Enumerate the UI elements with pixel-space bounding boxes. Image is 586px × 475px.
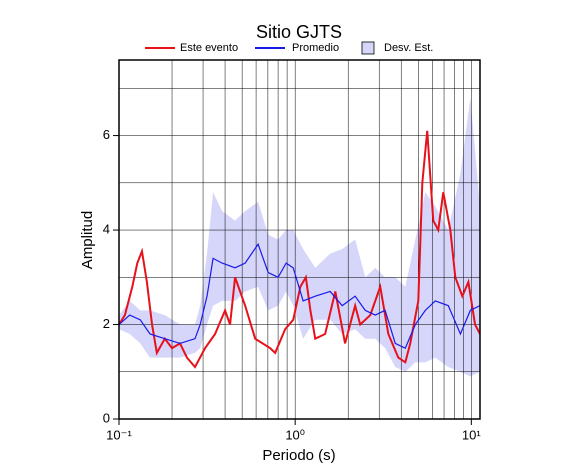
plot-frame (118, 59, 481, 420)
x-tick-label: 10⁰ (285, 427, 305, 442)
x-tick-label: 10⁻¹ (106, 427, 132, 442)
chart-title: Sitio GJTS (256, 22, 342, 42)
legend-swatch (361, 41, 375, 55)
x-tick-label: 10¹ (462, 427, 481, 442)
series-line (118, 242, 481, 349)
legend-label: Desv. Est. (384, 42, 433, 54)
y-tick-label: 6 (103, 127, 110, 142)
legend-label: Promedio (292, 42, 339, 54)
std-band (119, 97, 480, 377)
series-line (118, 130, 481, 369)
x-axis-label: Periodo (s) (262, 447, 335, 464)
y-tick-label: 2 (103, 316, 110, 331)
legend-label: Este evento (180, 42, 238, 54)
y-tick-label: 0 (103, 410, 110, 425)
y-axis-label: Amplitud (79, 211, 96, 269)
y-tick-label: 4 (103, 221, 110, 236)
